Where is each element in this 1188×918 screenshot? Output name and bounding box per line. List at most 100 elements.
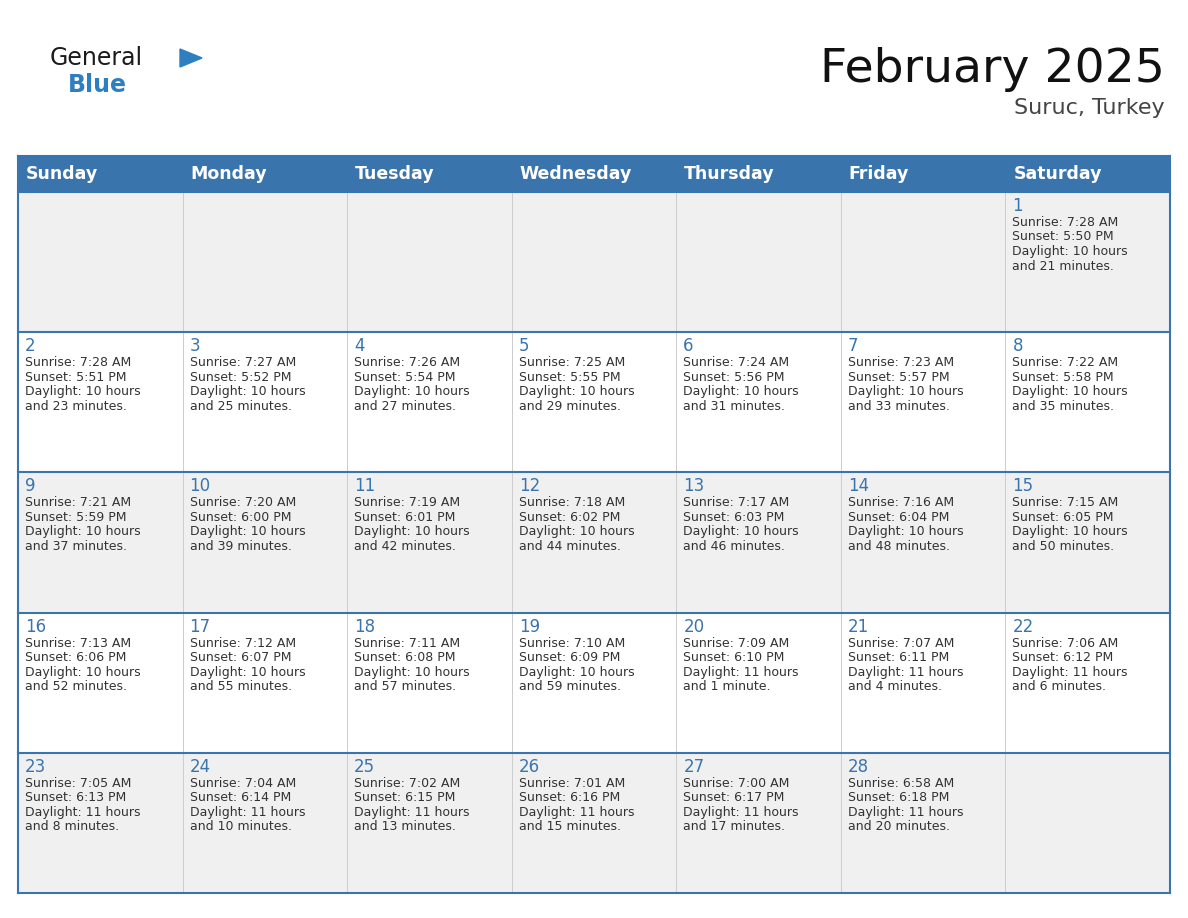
Text: 3: 3 — [190, 337, 201, 355]
Text: 1: 1 — [1012, 197, 1023, 215]
Text: Monday: Monday — [190, 165, 267, 183]
Text: Sunset: 6:03 PM: Sunset: 6:03 PM — [683, 511, 784, 524]
Text: Daylight: 10 hours: Daylight: 10 hours — [519, 525, 634, 538]
Text: 17: 17 — [190, 618, 210, 635]
Text: 12: 12 — [519, 477, 541, 496]
Text: and 33 minutes.: and 33 minutes. — [848, 399, 949, 413]
Text: Sunrise: 7:22 AM: Sunrise: 7:22 AM — [1012, 356, 1119, 369]
Text: and 20 minutes.: and 20 minutes. — [848, 821, 950, 834]
Text: Daylight: 10 hours: Daylight: 10 hours — [25, 386, 140, 398]
Text: Sunrise: 7:24 AM: Sunrise: 7:24 AM — [683, 356, 789, 369]
Text: Sunrise: 7:25 AM: Sunrise: 7:25 AM — [519, 356, 625, 369]
Text: Tuesday: Tuesday — [355, 165, 435, 183]
Text: Daylight: 11 hours: Daylight: 11 hours — [190, 806, 305, 819]
Text: 11: 11 — [354, 477, 375, 496]
Text: and 23 minutes.: and 23 minutes. — [25, 399, 127, 413]
Text: Sunrise: 7:27 AM: Sunrise: 7:27 AM — [190, 356, 296, 369]
Text: Daylight: 11 hours: Daylight: 11 hours — [683, 806, 798, 819]
Text: and 8 minutes.: and 8 minutes. — [25, 821, 119, 834]
Text: Daylight: 11 hours: Daylight: 11 hours — [683, 666, 798, 678]
Bar — [18, 753, 1170, 893]
Text: Sunday: Sunday — [26, 165, 99, 183]
Text: and 27 minutes.: and 27 minutes. — [354, 399, 456, 413]
Text: Sunrise: 7:19 AM: Sunrise: 7:19 AM — [354, 497, 460, 509]
Text: Daylight: 10 hours: Daylight: 10 hours — [190, 386, 305, 398]
Text: and 4 minutes.: and 4 minutes. — [848, 680, 942, 693]
Text: Sunrise: 7:10 AM: Sunrise: 7:10 AM — [519, 636, 625, 650]
Text: Sunset: 6:00 PM: Sunset: 6:00 PM — [190, 511, 291, 524]
Text: Wednesday: Wednesday — [519, 165, 632, 183]
Text: and 57 minutes.: and 57 minutes. — [354, 680, 456, 693]
Text: Saturday: Saturday — [1013, 165, 1102, 183]
Text: Daylight: 11 hours: Daylight: 11 hours — [848, 806, 963, 819]
Text: Sunset: 6:12 PM: Sunset: 6:12 PM — [1012, 651, 1113, 664]
Text: Sunset: 6:10 PM: Sunset: 6:10 PM — [683, 651, 784, 664]
Bar — [18, 192, 1170, 332]
Text: Sunset: 6:01 PM: Sunset: 6:01 PM — [354, 511, 455, 524]
Text: Sunset: 5:56 PM: Sunset: 5:56 PM — [683, 371, 785, 384]
Text: and 50 minutes.: and 50 minutes. — [1012, 540, 1114, 553]
Text: Sunset: 5:55 PM: Sunset: 5:55 PM — [519, 371, 620, 384]
Text: 23: 23 — [25, 757, 46, 776]
Text: Sunrise: 7:16 AM: Sunrise: 7:16 AM — [848, 497, 954, 509]
Text: and 31 minutes.: and 31 minutes. — [683, 399, 785, 413]
Text: Daylight: 10 hours: Daylight: 10 hours — [848, 386, 963, 398]
Text: Sunrise: 7:00 AM: Sunrise: 7:00 AM — [683, 777, 790, 789]
Text: Sunset: 5:51 PM: Sunset: 5:51 PM — [25, 371, 126, 384]
Text: 13: 13 — [683, 477, 704, 496]
Text: 27: 27 — [683, 757, 704, 776]
Text: Sunset: 6:06 PM: Sunset: 6:06 PM — [25, 651, 126, 664]
Polygon shape — [181, 49, 202, 67]
Text: Blue: Blue — [68, 73, 127, 97]
Text: Sunset: 5:50 PM: Sunset: 5:50 PM — [1012, 230, 1114, 243]
Text: 28: 28 — [848, 757, 868, 776]
Text: and 55 minutes.: and 55 minutes. — [190, 680, 292, 693]
Text: Sunset: 5:58 PM: Sunset: 5:58 PM — [1012, 371, 1114, 384]
Text: Sunset: 6:13 PM: Sunset: 6:13 PM — [25, 791, 126, 804]
Text: 19: 19 — [519, 618, 539, 635]
Text: and 15 minutes.: and 15 minutes. — [519, 821, 620, 834]
Text: and 21 minutes.: and 21 minutes. — [1012, 260, 1114, 273]
Text: 6: 6 — [683, 337, 694, 355]
Text: and 25 minutes.: and 25 minutes. — [190, 399, 291, 413]
Text: Sunrise: 7:12 AM: Sunrise: 7:12 AM — [190, 636, 296, 650]
Text: Sunset: 5:52 PM: Sunset: 5:52 PM — [190, 371, 291, 384]
Text: Sunset: 6:11 PM: Sunset: 6:11 PM — [848, 651, 949, 664]
Text: Daylight: 10 hours: Daylight: 10 hours — [1012, 525, 1129, 538]
Text: Daylight: 11 hours: Daylight: 11 hours — [848, 666, 963, 678]
Text: Suruc, Turkey: Suruc, Turkey — [1015, 98, 1165, 118]
Text: Daylight: 10 hours: Daylight: 10 hours — [683, 386, 798, 398]
Text: 15: 15 — [1012, 477, 1034, 496]
Text: Sunset: 6:05 PM: Sunset: 6:05 PM — [1012, 511, 1114, 524]
Text: 26: 26 — [519, 757, 539, 776]
Text: 20: 20 — [683, 618, 704, 635]
Text: Daylight: 11 hours: Daylight: 11 hours — [1012, 666, 1127, 678]
Text: Thursday: Thursday — [684, 165, 775, 183]
Text: Sunrise: 7:17 AM: Sunrise: 7:17 AM — [683, 497, 790, 509]
Text: Sunset: 6:04 PM: Sunset: 6:04 PM — [848, 511, 949, 524]
Text: 2: 2 — [25, 337, 36, 355]
Text: Daylight: 10 hours: Daylight: 10 hours — [190, 525, 305, 538]
Text: Daylight: 11 hours: Daylight: 11 hours — [25, 806, 140, 819]
Text: and 1 minute.: and 1 minute. — [683, 680, 771, 693]
Text: and 17 minutes.: and 17 minutes. — [683, 821, 785, 834]
Text: and 42 minutes.: and 42 minutes. — [354, 540, 456, 553]
Text: Sunset: 6:09 PM: Sunset: 6:09 PM — [519, 651, 620, 664]
Text: Daylight: 10 hours: Daylight: 10 hours — [848, 525, 963, 538]
Text: Sunset: 6:15 PM: Sunset: 6:15 PM — [354, 791, 455, 804]
Text: and 44 minutes.: and 44 minutes. — [519, 540, 620, 553]
Text: Sunset: 6:17 PM: Sunset: 6:17 PM — [683, 791, 784, 804]
Text: Sunrise: 7:01 AM: Sunrise: 7:01 AM — [519, 777, 625, 789]
Text: Sunrise: 7:15 AM: Sunrise: 7:15 AM — [1012, 497, 1119, 509]
Text: 5: 5 — [519, 337, 529, 355]
Text: 7: 7 — [848, 337, 859, 355]
Text: Daylight: 10 hours: Daylight: 10 hours — [354, 525, 469, 538]
Text: Daylight: 10 hours: Daylight: 10 hours — [25, 525, 140, 538]
Text: and 59 minutes.: and 59 minutes. — [519, 680, 620, 693]
Text: Sunset: 5:54 PM: Sunset: 5:54 PM — [354, 371, 456, 384]
Text: Sunrise: 7:23 AM: Sunrise: 7:23 AM — [848, 356, 954, 369]
Bar — [18, 156, 1170, 192]
Text: and 48 minutes.: and 48 minutes. — [848, 540, 950, 553]
Text: Sunset: 6:08 PM: Sunset: 6:08 PM — [354, 651, 456, 664]
Text: Sunrise: 7:09 AM: Sunrise: 7:09 AM — [683, 636, 790, 650]
